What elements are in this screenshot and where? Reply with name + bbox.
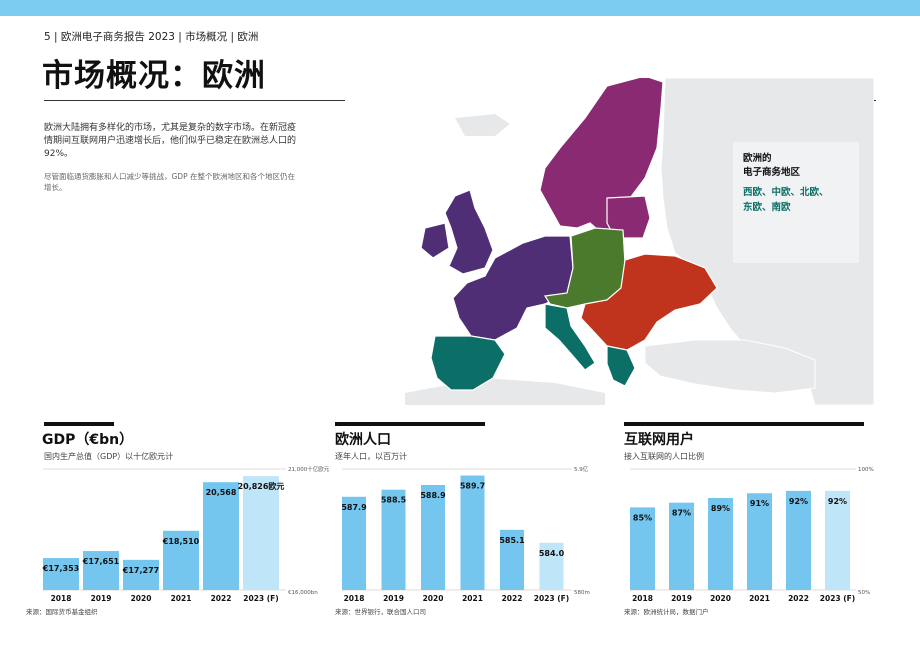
internet-bar-2021 xyxy=(747,493,772,590)
gdp-chart: 21,000十亿欧元 €16,000bn €17,353 2018 €17,651 201… xyxy=(42,465,330,603)
gdp-bar-label-2023 (F): 20,826欧元 xyxy=(238,481,285,491)
internet-bar-2018 xyxy=(630,507,655,590)
gdp-axis-top-label: 21,000十亿欧元 xyxy=(288,465,330,473)
internet-tick-2018: 2018 xyxy=(632,594,653,603)
gdp-tick-2020: 2020 xyxy=(131,594,152,603)
internet-bar-label-2021: 91% xyxy=(750,499,769,508)
gdp-subtitle: 国内生产总值（GDP）以十亿欧元计 xyxy=(44,452,174,461)
internet-bar-label-2018: 85% xyxy=(633,513,652,522)
internet-bar-label-2023 (F): 92% xyxy=(828,497,847,506)
gdp-tick-2023 (F): 2023 (F) xyxy=(243,594,278,603)
map-region-west-ireland xyxy=(420,222,450,259)
map-region-west-uk xyxy=(444,189,494,275)
map-turkey xyxy=(644,339,816,394)
population-bar-2018 xyxy=(342,496,366,590)
internet-source: 来源：欧洲统计局，数据门户 xyxy=(624,608,709,616)
population-source: 来源：世界银行，联合国人口司 xyxy=(335,608,426,616)
population-axis-top-label: 5.9亿 xyxy=(574,465,589,473)
internet-bar-label-2022: 92% xyxy=(789,497,808,506)
gdp-bar-label-2021: €18,510 xyxy=(162,537,200,546)
population-bar-2022 xyxy=(500,529,524,590)
internet-tick-2020: 2020 xyxy=(710,594,731,603)
running-head: 5 | 欧洲电子商务报告 2023 | 市场概况 | 欧洲 xyxy=(44,31,259,43)
gdp-bar-2018 xyxy=(43,558,79,590)
population-chart: 5.9亿 580m 587.9 2018 588.5 2019 588.9 2020 589.7… xyxy=(341,465,590,603)
population-tick-2018: 2018 xyxy=(344,594,365,603)
population-bar-2021 xyxy=(460,475,485,590)
internet-bar-2023 (F) xyxy=(825,490,850,590)
internet-tick-2022: 2022 xyxy=(788,594,809,603)
gdp-bar-2019 xyxy=(83,551,119,590)
population-tick-2022: 2022 xyxy=(502,594,523,603)
gdp-tick-2018: 2018 xyxy=(51,594,72,603)
gdp-title: GDP（€bn） xyxy=(42,432,134,448)
internet-bar-2022 xyxy=(786,490,811,590)
population-bar-label-2021: 589.7 xyxy=(460,482,485,491)
gdp-tick-2019: 2019 xyxy=(91,594,112,603)
gdp-bar-2022 xyxy=(203,482,239,590)
gdp-section-bar xyxy=(44,422,114,426)
top-color-band xyxy=(0,0,920,16)
population-bar-label-2022: 585.1 xyxy=(499,536,525,545)
map-region-south-italy xyxy=(544,303,596,371)
internet-chart: 100% 50% 85% 2018 87% 2019 89% 2020 91% 2021 92% 20… xyxy=(630,467,874,603)
gdp-bar-label-2022: 20,568 xyxy=(206,488,237,497)
gdp-bar-label-2020: €17,277 xyxy=(122,566,159,575)
internet-subtitle: 接入互联网的人口比例 xyxy=(624,452,704,461)
population-bar-label-2019: 588.5 xyxy=(381,496,407,505)
internet-tick-2023 (F): 2023 (F) xyxy=(820,594,855,603)
gdp-source: 来源：国际货币基金组织 xyxy=(26,608,98,616)
gdp-bar-2023 (F) xyxy=(243,476,279,590)
population-bar-label-2023 (F): 584.0 xyxy=(539,549,565,558)
population-bar-label-2020: 588.9 xyxy=(420,491,446,500)
map-region-east xyxy=(580,253,718,351)
internet-axis-bottom-label: 50% xyxy=(858,590,870,596)
gdp-tick-2022: 2022 xyxy=(211,594,232,603)
gdp-bar-label-2018: €17,353 xyxy=(42,564,79,573)
internet-axis-top-label: 100% xyxy=(858,467,874,473)
internet-bar-label-2019: 87% xyxy=(672,509,691,518)
gdp-tick-2021: 2021 xyxy=(171,594,192,603)
intro-paragraph: 欧洲大陆拥有多样化的市场，尤其是复杂的数字市场。在新冠疫情期间互联网用户迅速增长… xyxy=(44,123,297,159)
population-subtitle: 逐年人口，以百万计 xyxy=(335,452,407,461)
population-bar-2023 (F) xyxy=(539,542,564,590)
internet-title: 互联网用户 xyxy=(624,432,694,448)
legend-title: 欧洲的 电子商务地区 xyxy=(743,152,849,180)
internet-bar-2020 xyxy=(708,497,733,590)
page-title: 市场概况：欧洲 xyxy=(42,58,266,94)
population-bar-label-2018: 587.9 xyxy=(341,503,367,512)
gdp-axis-bottom-label: €16,000bn xyxy=(288,590,318,596)
map-baltics xyxy=(606,195,651,239)
internet-tick-2021: 2021 xyxy=(749,594,770,603)
map-region-south-greece xyxy=(606,345,636,387)
population-tick-2019: 2019 xyxy=(383,594,404,603)
map-north-africa xyxy=(405,378,605,405)
map-region-west-main xyxy=(452,235,574,341)
population-bar-2020 xyxy=(421,484,445,590)
population-tick-2020: 2020 xyxy=(423,594,444,603)
internet-bar-label-2020: 89% xyxy=(711,504,730,513)
europe-map xyxy=(345,78,874,405)
map-legend: 欧洲的 电子商务地区 西欧、中欧、北欧、 东欧、南欧 xyxy=(733,142,859,263)
population-section-bar xyxy=(335,422,485,426)
intro-note: 尽管面临通货膨胀和人口减少等挑战，GDP 在整个欧洲地区和各个地区仍在增长。 xyxy=(44,172,295,192)
gdp-bar-label-2019: €17,651 xyxy=(82,557,120,566)
population-bar-2019 xyxy=(381,489,406,590)
population-title: 欧洲人口 xyxy=(335,432,391,448)
legend-regions-text: 西欧、中欧、北欧、 东欧、南欧 xyxy=(743,187,829,213)
internet-tick-2019: 2019 xyxy=(671,594,692,603)
map-iceland xyxy=(455,114,510,136)
legend-regions: 西欧、中欧、北欧、 东欧、南欧 xyxy=(743,185,849,215)
map-region-south-iberia xyxy=(430,335,506,391)
gdp-bar-2020 xyxy=(123,559,159,590)
gdp-bar-2021 xyxy=(163,530,199,590)
population-tick-2023 (F): 2023 (F) xyxy=(534,594,569,603)
internet-bar-2019 xyxy=(669,502,694,590)
population-axis-bottom-label: 580m xyxy=(574,590,590,596)
internet-section-bar xyxy=(624,422,864,426)
legend-title-text: 欧洲的 电子商务地区 xyxy=(743,153,801,178)
population-tick-2021: 2021 xyxy=(462,594,483,603)
